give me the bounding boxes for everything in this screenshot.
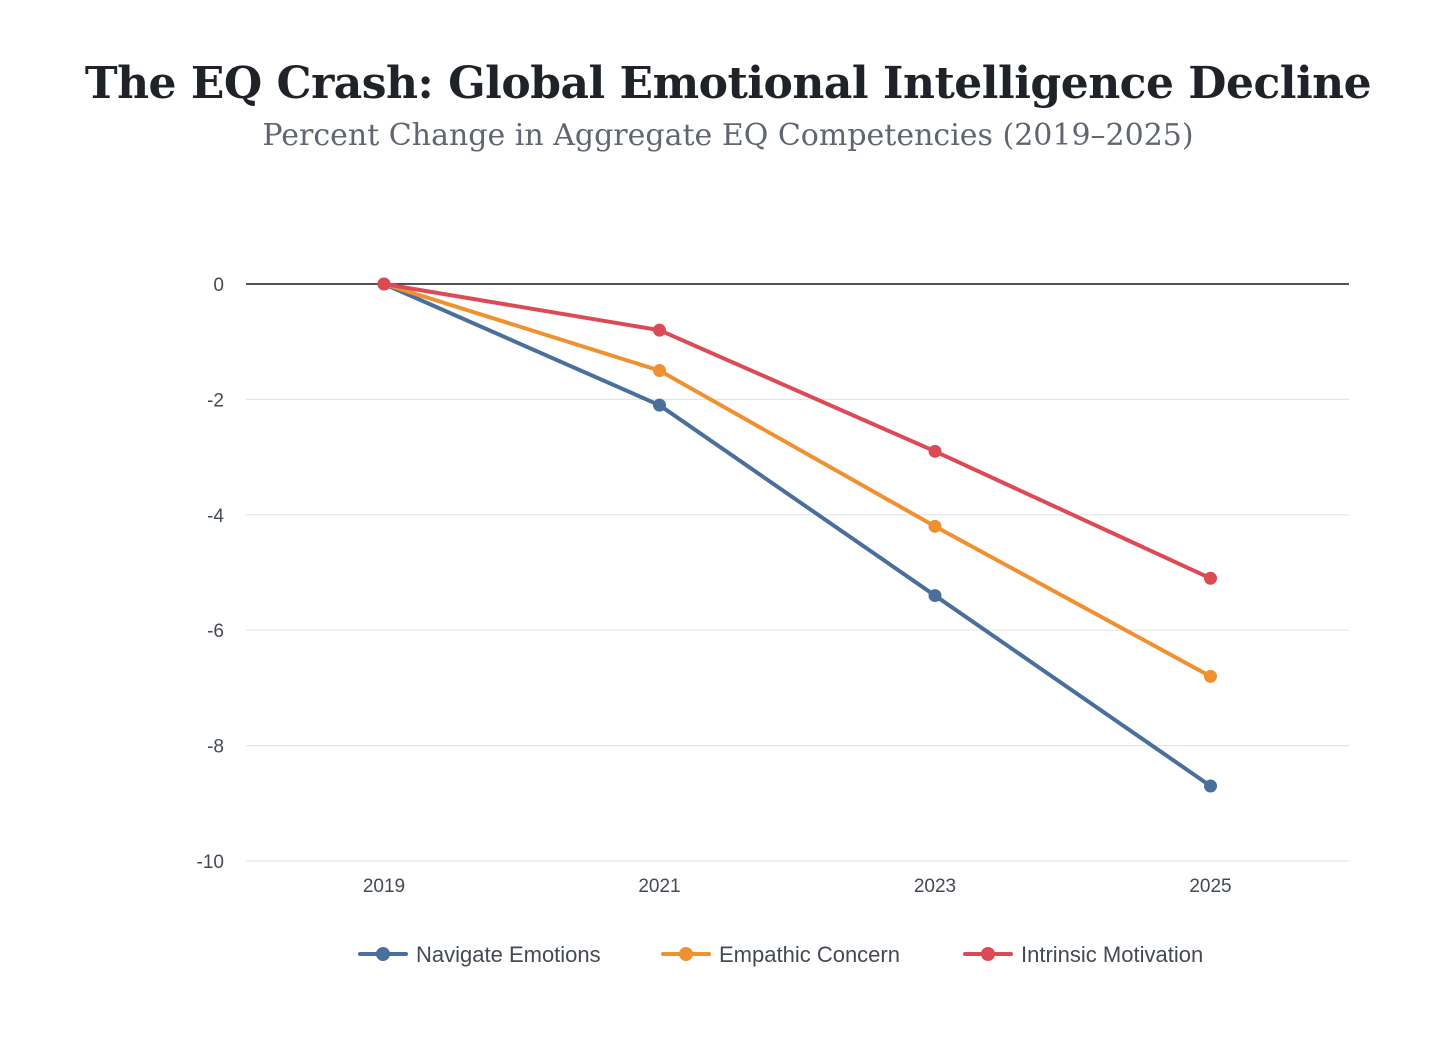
y-tick-label: 0 — [213, 275, 224, 296]
data-point — [1204, 669, 1217, 683]
x-tick-label: 2021 — [638, 876, 680, 897]
y-tick-label: -4 — [207, 506, 224, 527]
series-intrinsic-motivation — [377, 277, 1217, 585]
series-navigate-emotions — [377, 277, 1217, 793]
legend-swatch-marker — [679, 947, 693, 961]
data-point — [928, 519, 942, 533]
data-point — [653, 398, 666, 412]
data-point — [928, 589, 942, 603]
legend-item-intrinsic-motivation: Intrinsic Motivation — [963, 942, 1203, 967]
chart-title: The EQ Crash: Global Emotional Intellige… — [84, 58, 1372, 109]
data-point — [653, 364, 666, 378]
data-point — [653, 323, 666, 337]
chart-subtitle: Percent Change in Aggregate EQ Competenc… — [262, 118, 1194, 153]
legend-label: Navigate Emotions — [416, 942, 601, 967]
series-line — [382, 282, 1213, 679]
legend-swatch-marker — [981, 947, 995, 961]
gridlines — [246, 283, 1349, 862]
legend-label: Empathic Concern — [719, 942, 900, 967]
data-point — [377, 277, 391, 291]
legend-item-empathic-concern: Empathic Concern — [661, 942, 900, 967]
series-line — [382, 282, 1213, 581]
y-tick-label: -8 — [207, 737, 224, 758]
legend: Navigate Emotions Empathic Concern Intrins… — [358, 942, 1203, 967]
data-point — [1204, 779, 1217, 793]
legend-label: Intrinsic Motivation — [1021, 942, 1203, 967]
y-tick-label: -2 — [207, 390, 224, 411]
x-tick-label: 2025 — [1189, 876, 1231, 897]
legend-item-navigate-emotions: Navigate Emotions — [358, 942, 601, 967]
series-group — [377, 277, 1217, 793]
x-tick-label: 2023 — [914, 876, 956, 897]
data-point — [1204, 571, 1217, 585]
x-tick-label: 2019 — [363, 876, 405, 897]
legend-swatch-marker — [376, 947, 390, 961]
axes: 0 -2 -4 -6 -8 -10 2019 2021 2023 2025 — [197, 275, 1232, 897]
data-point — [928, 444, 942, 458]
y-tick-label: -6 — [207, 621, 224, 642]
series-line — [382, 282, 1213, 788]
y-tick-label: -10 — [197, 852, 224, 873]
